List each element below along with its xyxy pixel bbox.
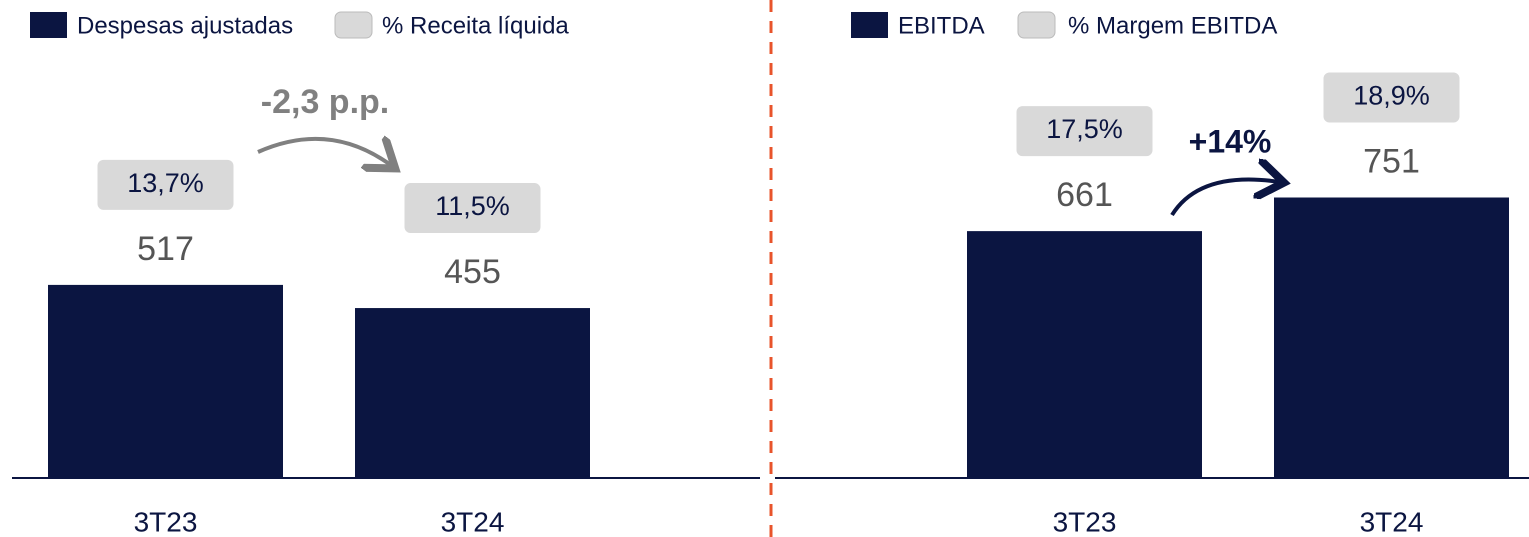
bar-value-label: 751 [1363, 142, 1420, 180]
bar [1274, 197, 1509, 478]
legend-swatch [851, 12, 888, 38]
x-tick-label: 3T24 [1360, 506, 1424, 537]
percent-box [1016, 106, 1153, 157]
legend-swatch [30, 12, 67, 38]
percent-box [1323, 72, 1460, 123]
x-tick-label: 3T23 [134, 506, 198, 537]
legend-label: Despesas ajustadas [77, 12, 293, 39]
bar [48, 284, 283, 478]
annotation: +14% [1189, 123, 1272, 159]
bar [967, 231, 1202, 478]
percent-label: 18,9% [1353, 81, 1430, 111]
bar-value-label: 661 [1056, 176, 1113, 214]
legend-label: % Receita líquida [382, 12, 569, 39]
percent-box [97, 159, 234, 210]
annotation: -2,3 p.p. [261, 83, 389, 121]
legend-label: EBITDA [898, 12, 985, 39]
percent-box [404, 183, 541, 234]
percent-label: 17,5% [1046, 114, 1123, 144]
legend-swatch [1017, 11, 1056, 39]
arrow [1170, 179, 1280, 217]
x-tick-label: 3T23 [1053, 506, 1117, 537]
bar [355, 308, 590, 478]
legend-label: % Margem EBITDA [1068, 12, 1277, 39]
x-tick-label: 3T24 [441, 506, 505, 537]
bar-value-label: 455 [444, 253, 501, 291]
percent-label: 13,7% [127, 168, 204, 198]
percent-label: 11,5% [435, 191, 510, 221]
arrow [257, 139, 392, 166]
bar-value-label: 517 [137, 230, 194, 268]
legend-swatch [334, 11, 373, 39]
